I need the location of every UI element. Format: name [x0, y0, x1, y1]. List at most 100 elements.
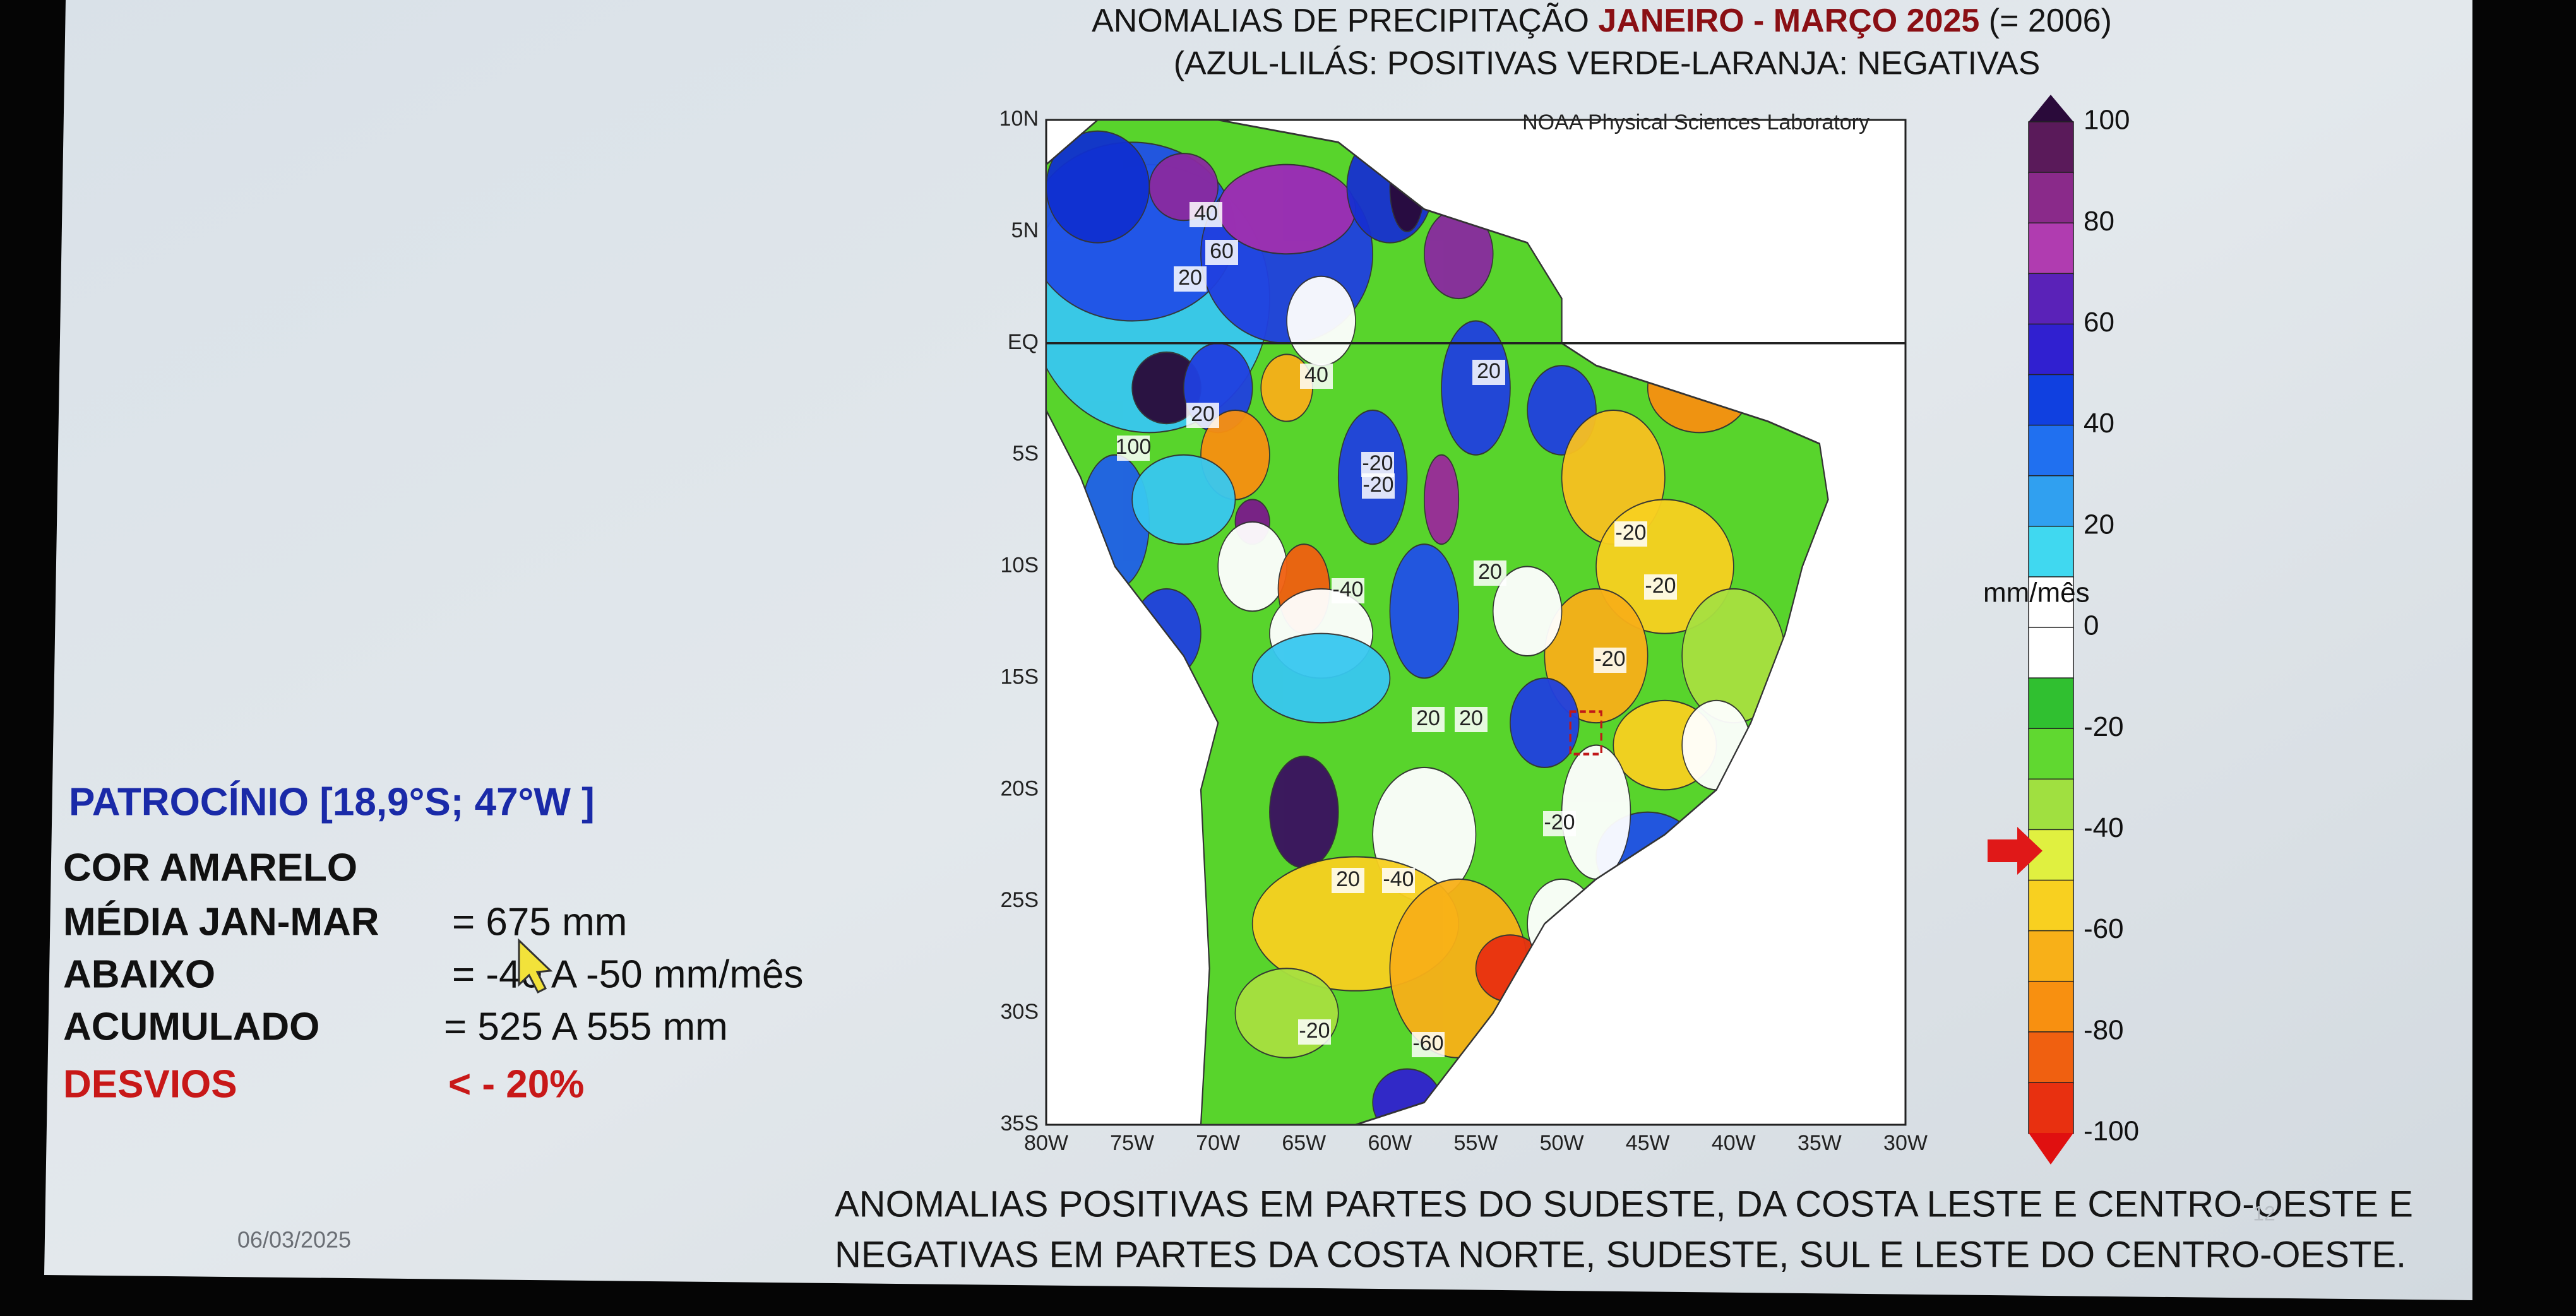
lat-label: 10N — [999, 107, 1039, 131]
arrow-marker — [1988, 827, 2042, 875]
colorbar-step — [2028, 677, 2074, 730]
slide-date: 06/03/2025 — [237, 1227, 351, 1253]
info-label: DESVIOS — [63, 1062, 237, 1106]
map-source: NOAA Physical Sciences Laboratory — [1522, 110, 1869, 134]
colorbar-step — [2028, 121, 2074, 174]
contour-label-box — [1543, 811, 1576, 836]
lon-label: 50W — [1540, 1131, 1584, 1155]
contour-label: -40 — [1332, 578, 1363, 602]
colorbar-label: 80 — [2084, 206, 2114, 237]
contour-label: -20 — [1544, 810, 1575, 834]
lon-label: 55W — [1454, 1131, 1498, 1155]
colorbar-label: 100 — [2084, 105, 2130, 136]
lat-label: 30S — [1001, 1000, 1039, 1024]
info-label: MÉDIA JAN-MAR — [63, 900, 379, 944]
contour-label: 100 — [1116, 435, 1152, 459]
lon-label: 45W — [1626, 1131, 1670, 1155]
anomaly-blob — [1217, 163, 1356, 255]
colorbar-label: 60 — [2084, 307, 2114, 338]
colorbar-step — [2028, 778, 2074, 831]
anomaly-blob — [1217, 521, 1287, 612]
lon-label: 35W — [1798, 1131, 1842, 1155]
colorbar-label: 20 — [2084, 509, 2114, 540]
colorbar-label: -20 — [2084, 711, 2124, 742]
anomaly-blob — [1441, 320, 1511, 456]
contour-label-box — [1594, 648, 1626, 673]
info-label: COR AMARELO — [63, 846, 357, 889]
colorbar-label: -80 — [2084, 1014, 2124, 1045]
colorbar-label: -100 — [2084, 1116, 2139, 1147]
colorbar-label: 40 — [2084, 408, 2114, 439]
contour-label-box — [1455, 707, 1488, 732]
contour-label: -20 — [1363, 473, 1393, 497]
anomaly-blob — [1251, 632, 1391, 724]
info-value: = -40 A -50 mm/mês — [452, 952, 804, 996]
anomaly-blob — [1389, 543, 1460, 679]
lon-label: 65W — [1282, 1131, 1326, 1155]
colorbar-step — [2028, 222, 2074, 275]
contour-label: 20 — [1191, 402, 1215, 426]
lon-label: 60W — [1368, 1131, 1412, 1155]
info-value: = 675 mm — [452, 900, 627, 944]
colorbar-step — [2028, 526, 2074, 578]
title-text: (= 2006) — [1979, 3, 2112, 39]
colorbar-step — [2028, 728, 2074, 781]
contour-label-box — [1332, 578, 1364, 603]
contour-label: -20 — [1299, 1019, 1330, 1043]
lat-label: 5N — [1011, 218, 1039, 242]
info-label: ABAIXO — [63, 952, 215, 996]
lat-label: 15S — [1001, 665, 1039, 689]
contour-label-box — [1300, 364, 1333, 389]
colorbar-step — [2028, 172, 2074, 224]
contour-label-box — [1205, 240, 1238, 265]
contour-label-box — [1117, 436, 1150, 461]
lat-label: 5S — [1012, 442, 1039, 466]
mouse-cursor — [518, 938, 553, 994]
colorbar-step — [2028, 374, 2074, 427]
anomaly-blob — [1492, 566, 1563, 657]
info-label: ACUMULADO — [63, 1005, 319, 1048]
lat-label: 20S — [1001, 776, 1039, 800]
anomaly-blob — [1131, 454, 1236, 545]
title-text: ANOMALIAS DE PRECIPITAÇÃO — [1092, 3, 1598, 39]
colorbar-step — [2028, 1082, 2074, 1134]
contour-label: 20 — [1336, 867, 1360, 891]
anomaly-blob — [1510, 677, 1580, 769]
contour-label: 20 — [1477, 359, 1501, 383]
contour-label: -20 — [1594, 647, 1625, 671]
lon-label: 40W — [1712, 1131, 1756, 1155]
info-value: < - 20% — [448, 1062, 584, 1106]
contour-label: 40 — [1304, 363, 1328, 387]
colorbar-step — [2028, 323, 2074, 376]
location-info: COR AMARELO MÉDIA JAN-MAR = 675 mm ABAIXO = … — [63, 846, 804, 1106]
anomaly-blob — [1424, 454, 1460, 545]
contour-label: 20 — [1416, 706, 1440, 730]
caption-line: ANOMALIAS POSITIVAS EM PARTES DO SUDESTE… — [835, 1183, 2413, 1224]
contour-label: -60 — [1412, 1031, 1443, 1055]
lat-label: 35S — [1001, 1111, 1039, 1135]
colorbar-step — [2028, 930, 2074, 983]
contour-label-box — [1362, 473, 1395, 499]
slide-title: ANOMALIAS DE PRECIPITAÇÃO JANEIRO - MARÇ… — [1092, 3, 2112, 39]
colorbar-label: -40 — [2084, 812, 2124, 843]
contour-label-box — [1644, 574, 1677, 600]
colorbar-unit: mm/mês — [1983, 578, 2090, 608]
contour-label: 20 — [1478, 560, 1502, 584]
contour-label: 20 — [1178, 266, 1202, 290]
slide-subtitle: (AZUL-LILÁS: POSITIVAS VERDE-LARANJA: NE… — [1174, 45, 2041, 82]
info-value: = 525 A 555 mm — [444, 1005, 728, 1048]
colorbar-label: 0 — [2084, 610, 2099, 641]
lon-label: 30W — [1883, 1131, 1928, 1155]
contour-label: -20 — [1615, 521, 1646, 545]
slide-number: 12 — [2253, 1202, 2275, 1224]
location-name: PATROCÍNIO [18,9°S; 47°W ] — [69, 780, 595, 824]
lat-label: EQ — [1008, 330, 1039, 354]
contour-label-box — [1186, 403, 1219, 428]
contour-label: -20 — [1645, 574, 1676, 598]
colorbar-step — [2028, 273, 2074, 326]
colorbar-step — [2028, 475, 2074, 528]
colorbar-step — [2028, 576, 2074, 629]
colorbar-step — [2028, 879, 2074, 932]
